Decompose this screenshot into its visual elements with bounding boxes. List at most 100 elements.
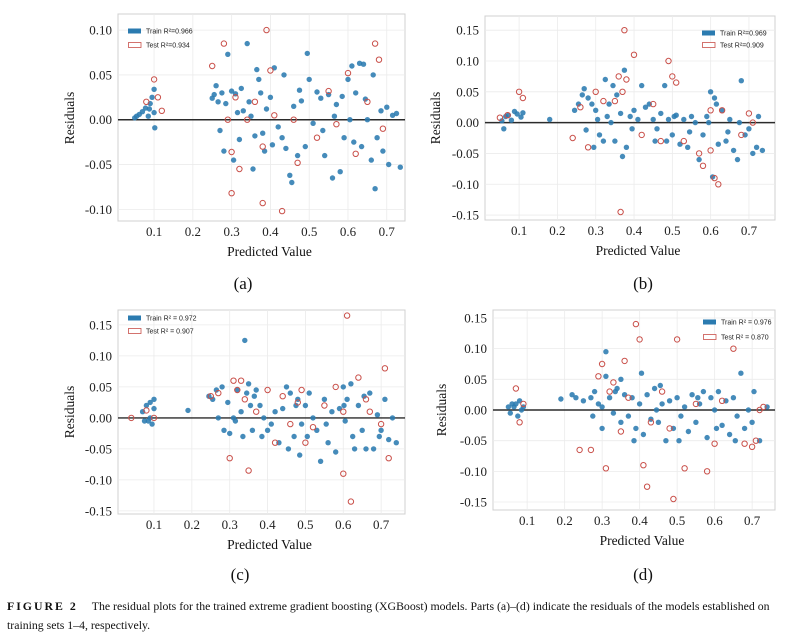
- x-tick-label: 0.6: [703, 223, 720, 238]
- train-residual-point: [610, 82, 616, 89]
- y-tick-label: 0.10: [464, 341, 487, 356]
- test-residual-point: [332, 383, 339, 391]
- train-residual-point: [704, 113, 710, 120]
- legend: Train R²=0.966 Test R²=0.934: [128, 28, 193, 50]
- test-residual-point: [749, 119, 756, 126]
- test-residual-point: [245, 467, 252, 474]
- train-residual-point: [393, 440, 399, 446]
- train-residual-point: [206, 393, 212, 399]
- x-axis-label: Predicted Value: [227, 244, 312, 259]
- test-residual-point: [598, 360, 606, 368]
- train-residual-point: [275, 124, 281, 130]
- train-residual-point: [219, 384, 225, 390]
- train-residual-point: [151, 86, 157, 93]
- train-residual-point: [341, 402, 347, 409]
- train-residual-point: [689, 392, 695, 398]
- test-residual-point: [715, 181, 722, 188]
- panel-label: (c): [231, 565, 250, 584]
- y-tick-label: 0.00: [464, 403, 487, 418]
- plot-area: [117, 13, 406, 222]
- train-residual-point: [642, 104, 649, 110]
- train-residual-point: [151, 396, 157, 402]
- train-residual-point: [727, 116, 733, 123]
- panel-label: (b): [633, 274, 653, 293]
- test-residual-point: [673, 79, 680, 86]
- train-residual-point: [655, 419, 662, 425]
- test-residual-point: [638, 131, 645, 139]
- train-residual-point: [659, 401, 665, 407]
- train-residual-point: [345, 76, 351, 83]
- train-residual-point: [627, 113, 633, 120]
- y-tick-label: 0.05: [89, 67, 112, 82]
- train-residual-point: [302, 143, 308, 150]
- y-tick-label: -0.10: [452, 177, 479, 192]
- test-residual-point: [228, 148, 235, 156]
- test-residual-point: [128, 414, 135, 422]
- test-residual-point: [143, 98, 150, 106]
- test-residual-point: [158, 107, 166, 115]
- test-residual-point: [230, 377, 237, 384]
- x-tick-label: 0.6: [335, 517, 352, 532]
- train-residual-point: [384, 104, 390, 110]
- x-tick-label: 0.3: [222, 517, 238, 532]
- train-residual-point: [318, 95, 324, 101]
- x-tick-label: 0.1: [519, 513, 535, 528]
- y-axis-label: Residuals: [62, 386, 77, 439]
- train-residual-point: [746, 126, 752, 132]
- x-tick-label: 0.2: [185, 224, 201, 239]
- train-residual-point: [599, 404, 605, 410]
- test-residual-point: [150, 76, 158, 83]
- train-residual-point: [621, 67, 628, 73]
- train-residual-point: [569, 392, 575, 398]
- test-residual-point: [519, 94, 527, 102]
- train-residual-point: [223, 100, 229, 107]
- train-residual-point: [696, 156, 702, 163]
- train-residual-point: [650, 116, 656, 123]
- x-tick-label: 0.3: [594, 513, 610, 528]
- train-residual-point: [745, 407, 752, 413]
- test-residual-point: [643, 483, 651, 490]
- x-tick-label: 0.1: [146, 224, 162, 239]
- train-residual-point: [329, 409, 335, 415]
- train-residual-point: [297, 452, 303, 458]
- x-tick-label: 0.7: [373, 517, 390, 532]
- train-residual-point: [227, 430, 233, 437]
- train-residual-point: [304, 50, 310, 57]
- train-residual-point: [234, 109, 241, 116]
- test-residual-point: [610, 379, 617, 386]
- test-residual-point: [253, 408, 260, 415]
- train-residual-point: [719, 107, 725, 114]
- test-residual-point: [711, 174, 718, 182]
- train-residual-point: [654, 126, 660, 132]
- test-residual-point: [699, 162, 707, 170]
- train-residual-point: [341, 135, 347, 141]
- test-residual-point: [718, 397, 726, 404]
- train-residual-point: [751, 388, 757, 395]
- test-residual-point: [220, 40, 228, 47]
- train-residual-point: [302, 402, 309, 409]
- residual-plot-b: 0.15 0.10 0.05 0.00 -0.05 -0.10 -0.15 0.1 0.2 0.3…: [428, 15, 776, 293]
- train-residual-point: [681, 116, 687, 123]
- x-tick-label: 0.5: [669, 513, 685, 528]
- train-residual-point: [322, 152, 328, 159]
- train-residual-point: [329, 175, 336, 181]
- train-residual-point: [353, 90, 359, 96]
- train-residual-point: [704, 434, 710, 441]
- train-residual-point: [585, 95, 591, 101]
- x-tick-label: 0.7: [744, 513, 761, 528]
- train-residual-point: [708, 395, 714, 401]
- train-residual-point: [738, 78, 744, 84]
- train-residual-point: [260, 130, 266, 136]
- test-residual-point: [228, 190, 235, 197]
- legend-train-label: Train R²=0.969: [720, 31, 767, 38]
- figure-caption-text: The residual plots for the trained extre…: [7, 599, 770, 632]
- legend-test-label: Test R²=0.934: [146, 43, 190, 50]
- train-residual-point: [370, 446, 377, 452]
- x-tick-label: 0.1: [511, 223, 527, 238]
- train-residual-point: [749, 419, 755, 425]
- test-residual-point: [748, 443, 756, 450]
- train-residual-point: [711, 407, 718, 413]
- y-tick-label: -0.05: [85, 157, 112, 172]
- train-residual-point: [296, 87, 303, 93]
- train-residual-point: [618, 419, 624, 425]
